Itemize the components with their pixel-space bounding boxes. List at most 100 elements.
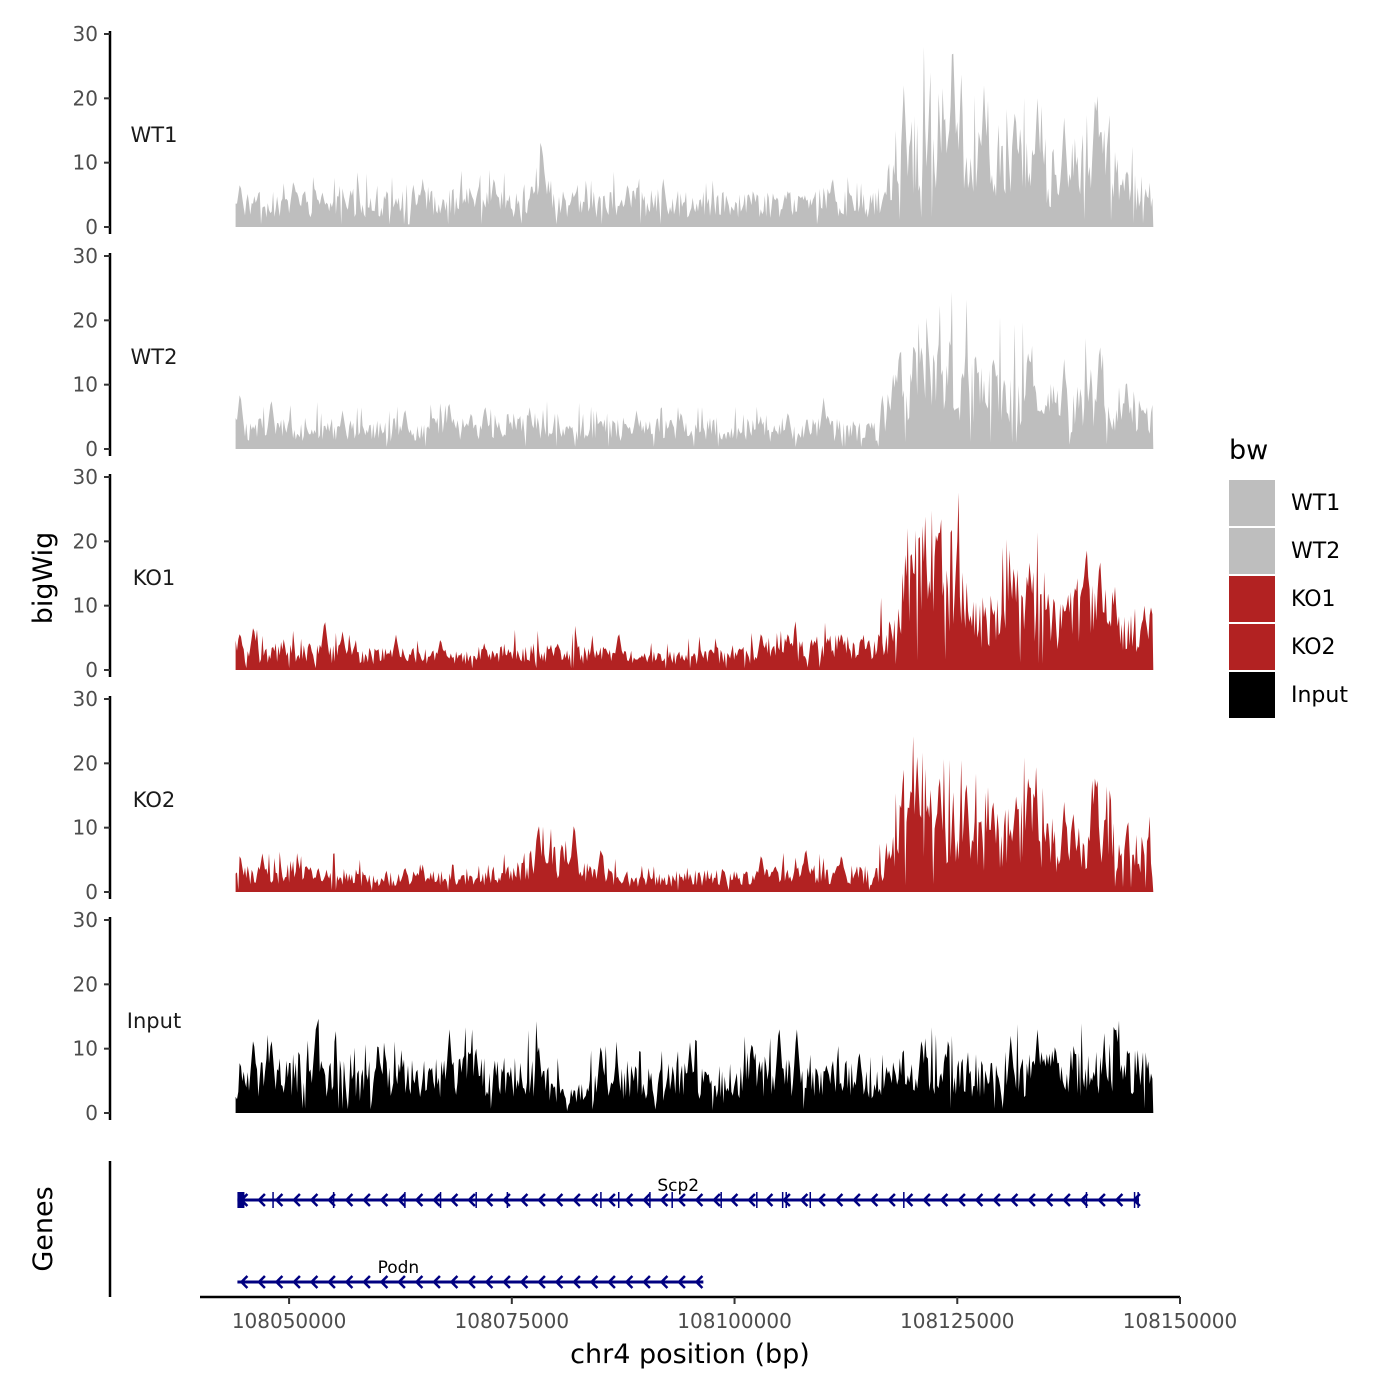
y-tick-label: 20 bbox=[73, 529, 98, 553]
genes-layer: Genes Scp2 Podn bbox=[28, 1161, 1141, 1297]
strand-arrow bbox=[694, 1275, 704, 1289]
strand-arrow bbox=[607, 1275, 616, 1289]
legend-label: KO1 bbox=[1291, 587, 1336, 612]
track-ko1: 0 10 20 30 KO1 bbox=[73, 465, 1154, 682]
legend-item-wt1: WT1 bbox=[1229, 480, 1340, 526]
y-tick-label: 10 bbox=[73, 594, 98, 618]
y-tick-label: 0 bbox=[85, 658, 98, 682]
y-tick-label: 0 bbox=[85, 215, 98, 239]
x-axis-title: chr4 position (bp) bbox=[570, 1339, 810, 1370]
strand-arrow bbox=[729, 1193, 739, 1207]
legend-item-ko1: KO1 bbox=[1229, 576, 1336, 622]
track-label-wt2: WT2 bbox=[131, 345, 178, 369]
track-wt2: 0 10 20 30 WT2 bbox=[73, 244, 1154, 461]
legend: bw WT1 WT2 KO1 KO2 Input bbox=[1229, 435, 1348, 718]
strand-arrow bbox=[799, 1193, 809, 1207]
strand-arrow bbox=[467, 1193, 476, 1207]
strand-arrow bbox=[1044, 1193, 1054, 1207]
strand-arrow bbox=[484, 1275, 494, 1289]
strand-arrow bbox=[712, 1193, 721, 1207]
strand-arrow bbox=[782, 1193, 791, 1207]
strand-arrow bbox=[747, 1193, 756, 1207]
legend-item-wt2: WT2 bbox=[1229, 528, 1340, 574]
track-wt1: 0 10 20 30 WT1 bbox=[73, 22, 1154, 239]
strand-arrow bbox=[1009, 1193, 1019, 1207]
track-label-ko1: KO1 bbox=[133, 566, 176, 590]
strand-arrow bbox=[1114, 1193, 1124, 1207]
legend-item-ko2: KO2 bbox=[1229, 624, 1336, 670]
strand-arrow bbox=[869, 1193, 879, 1207]
strand-arrow bbox=[677, 1193, 686, 1207]
strand-arrow bbox=[344, 1193, 354, 1207]
strand-arrow bbox=[397, 1275, 406, 1289]
strand-arrow bbox=[589, 1193, 599, 1207]
y-tick-label: 30 bbox=[73, 908, 98, 932]
strand-arrow bbox=[992, 1193, 1001, 1207]
x-tick-label: 108125000 bbox=[900, 1309, 1015, 1333]
legend-swatch bbox=[1229, 480, 1275, 526]
y-tick-label: 10 bbox=[73, 373, 98, 397]
strand-arrow bbox=[572, 1275, 581, 1289]
strand-arrow bbox=[554, 1193, 564, 1207]
y-tick-label: 20 bbox=[73, 972, 98, 996]
legend-label: WT1 bbox=[1291, 491, 1340, 516]
strand-arrow bbox=[834, 1193, 844, 1207]
strand-arrow bbox=[974, 1193, 984, 1207]
y-tick-label: 30 bbox=[73, 687, 98, 711]
y-tick-label: 0 bbox=[85, 880, 98, 904]
gene-scp2: Scp2 bbox=[237, 1176, 1141, 1208]
x-tick-label: 108075000 bbox=[455, 1309, 570, 1333]
tracks-layer: 0 10 20 30 WT1 0 10 20 30 WT2 0 10 20 30 KO1 0 10 20 30 KO2… bbox=[73, 22, 1154, 1125]
strand-arrow bbox=[449, 1193, 459, 1207]
track-input: 0 10 20 30 Input bbox=[73, 908, 1154, 1125]
strand-arrow bbox=[957, 1193, 966, 1207]
strand-arrow bbox=[519, 1193, 529, 1207]
x-tick-label: 108100000 bbox=[677, 1309, 792, 1333]
signal-area-wt2 bbox=[235, 292, 1154, 449]
legend-swatch bbox=[1229, 576, 1275, 622]
strand-arrow bbox=[852, 1193, 861, 1207]
strand-arrow bbox=[1097, 1193, 1106, 1207]
strand-arrow bbox=[502, 1275, 511, 1289]
track-label-input: Input bbox=[127, 1009, 181, 1033]
strand-arrow bbox=[904, 1193, 914, 1207]
strand-arrow bbox=[659, 1275, 669, 1289]
y-tick-label: 20 bbox=[73, 86, 98, 110]
y-tick-label: 10 bbox=[73, 151, 98, 175]
strand-arrow bbox=[659, 1193, 669, 1207]
strand-arrow bbox=[572, 1193, 581, 1207]
strand-arrow bbox=[642, 1193, 651, 1207]
strand-arrow bbox=[624, 1275, 634, 1289]
strand-arrow bbox=[554, 1275, 564, 1289]
strand-arrow bbox=[274, 1275, 284, 1289]
strand-arrow bbox=[414, 1193, 424, 1207]
strand-arrow bbox=[362, 1275, 371, 1289]
strand-arrow bbox=[309, 1193, 319, 1207]
track-label-wt1: WT1 bbox=[131, 123, 178, 147]
strand-arrow bbox=[642, 1275, 651, 1289]
signal-area-wt1 bbox=[235, 46, 1154, 227]
legend-label: KO2 bbox=[1291, 635, 1336, 660]
strand-arrow bbox=[537, 1193, 546, 1207]
strand-arrow bbox=[1062, 1193, 1071, 1207]
y-tick-label: 20 bbox=[73, 308, 98, 332]
strand-arrow bbox=[519, 1275, 529, 1289]
signal-area-ko1 bbox=[235, 492, 1154, 670]
track-label-ko2: KO2 bbox=[133, 788, 176, 812]
signal-area-input bbox=[235, 1018, 1154, 1113]
x-tick-label: 108050000 bbox=[232, 1309, 347, 1333]
legend-title: bw bbox=[1229, 435, 1268, 466]
genes-track-title: Genes bbox=[28, 1186, 59, 1271]
strand-arrow bbox=[397, 1193, 406, 1207]
legend-item-input: Input bbox=[1229, 672, 1348, 718]
strand-arrow bbox=[1027, 1193, 1036, 1207]
gene-label-scp2: Scp2 bbox=[657, 1176, 699, 1196]
strand-arrow bbox=[257, 1275, 266, 1289]
x-axis: 108050000 108075000 108100000 108125000 1081… bbox=[200, 1295, 1237, 1333]
strand-arrow bbox=[449, 1275, 459, 1289]
strand-arrow bbox=[484, 1193, 494, 1207]
strand-arrow bbox=[344, 1275, 354, 1289]
legend-label: WT2 bbox=[1291, 539, 1340, 564]
strand-arrow bbox=[1079, 1193, 1089, 1207]
signal-area-ko2 bbox=[235, 736, 1154, 892]
